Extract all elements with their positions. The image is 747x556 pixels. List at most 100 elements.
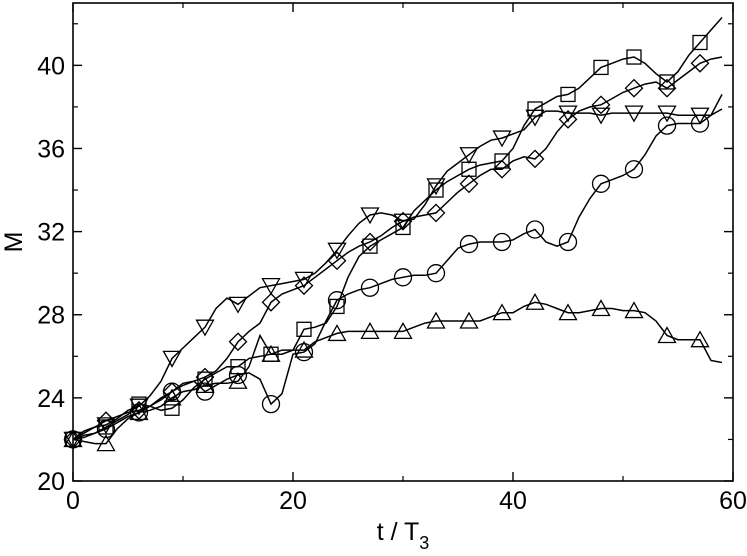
diamond-marker xyxy=(657,78,677,98)
triangle-down-marker xyxy=(459,147,479,165)
triangle-down-marker xyxy=(228,296,248,314)
triangle-up-marker xyxy=(393,322,413,340)
triangle-down-marker xyxy=(195,319,215,337)
axis-ticks xyxy=(72,3,734,482)
triangle-up-marker xyxy=(228,371,248,389)
diamond-marker xyxy=(459,174,479,194)
circle-marker xyxy=(624,160,644,179)
circle-marker xyxy=(393,268,413,287)
series-line-square xyxy=(72,17,723,441)
diamond-marker xyxy=(591,95,611,115)
circle-marker xyxy=(459,234,479,254)
circle-marker xyxy=(492,232,512,252)
x-tick-label: 40 xyxy=(499,487,527,515)
triangle-down-marker xyxy=(525,109,545,127)
circle-marker xyxy=(261,394,281,414)
triangle-up-marker xyxy=(426,311,446,329)
diamond-marker xyxy=(228,332,248,352)
circle-marker xyxy=(327,291,347,310)
triangle-down-marker xyxy=(393,213,413,231)
circle-marker xyxy=(558,232,578,252)
triangle-down-marker xyxy=(492,130,512,148)
circle-marker xyxy=(228,365,248,385)
square-marker xyxy=(593,59,609,76)
square-marker xyxy=(659,74,675,90)
triangle-down-marker xyxy=(294,271,314,289)
square-marker xyxy=(362,238,378,254)
series-line-circle xyxy=(72,94,723,441)
diamond-marker xyxy=(261,292,281,312)
triangle-up-marker xyxy=(96,434,116,452)
square-marker xyxy=(527,101,543,117)
y-tick-label: 28 xyxy=(37,302,65,330)
triangle-down-marker xyxy=(426,178,446,196)
square-marker xyxy=(164,400,180,416)
square-marker xyxy=(494,153,510,169)
y-axis-label: M xyxy=(0,232,28,253)
plot-frame xyxy=(72,2,734,482)
diamond-marker xyxy=(690,53,710,73)
diamond-marker xyxy=(360,232,380,252)
triangle-up-marker xyxy=(63,430,83,448)
square-marker xyxy=(296,321,312,337)
triangle-up-marker xyxy=(525,292,545,310)
diamond-marker xyxy=(558,109,578,129)
series-line-diamond xyxy=(72,56,723,441)
triangle-up-marker xyxy=(162,388,182,406)
diamond-marker xyxy=(195,367,215,387)
series-markers xyxy=(63,34,710,452)
triangle-down-marker xyxy=(624,105,644,123)
diamond-marker xyxy=(327,251,347,271)
square-marker xyxy=(131,396,147,412)
triangle-down-marker xyxy=(360,207,380,225)
triangle-down-marker xyxy=(162,350,182,368)
series-lines xyxy=(72,17,723,445)
square-marker xyxy=(329,298,345,315)
triangle-up-marker xyxy=(360,322,380,340)
series-line-triangle-down xyxy=(72,108,723,440)
x-tick-label: 20 xyxy=(279,487,307,515)
triangle-up-marker xyxy=(591,299,611,317)
x-axis-label: t / T3 xyxy=(377,518,430,553)
square-marker xyxy=(395,219,411,236)
triangle-up-marker xyxy=(195,376,215,394)
diamond-marker xyxy=(294,276,314,296)
x-tick-label: 60 xyxy=(719,487,747,515)
square-marker xyxy=(692,34,708,51)
triangle-down-marker xyxy=(558,105,578,123)
diamond-marker xyxy=(492,159,512,179)
triangle-down-marker xyxy=(129,398,149,416)
circle-marker xyxy=(162,382,182,401)
y-tick-label: 32 xyxy=(37,219,65,247)
series-line-triangle-up xyxy=(72,301,723,445)
circle-marker xyxy=(96,419,116,439)
triangle-up-marker xyxy=(129,403,149,421)
triangle-up-marker xyxy=(624,301,644,319)
circle-marker xyxy=(591,174,611,193)
square-marker xyxy=(428,182,444,198)
y-tick-label: 24 xyxy=(37,385,65,413)
circle-marker xyxy=(657,116,677,135)
triangle-up-marker xyxy=(558,303,578,321)
circle-marker xyxy=(360,278,380,297)
triangle-up-marker xyxy=(492,303,512,321)
triangle-down-marker xyxy=(261,277,281,295)
diamond-marker xyxy=(624,78,644,98)
diamond-marker xyxy=(525,149,545,169)
y-tick-label: 36 xyxy=(37,135,65,163)
circle-marker xyxy=(525,220,545,239)
y-tick-label: 20 xyxy=(37,468,65,496)
triangle-down-marker xyxy=(327,242,347,260)
triangle-up-marker xyxy=(294,340,314,358)
circle-marker xyxy=(690,114,710,133)
square-marker xyxy=(560,86,576,103)
circle-marker xyxy=(426,264,446,283)
x-axis-label-subscript: 3 xyxy=(419,533,429,553)
triangle-up-marker xyxy=(261,344,281,362)
triangle-up-marker xyxy=(657,326,677,344)
triangle-up-marker xyxy=(690,330,710,348)
triangle-up-marker xyxy=(459,311,479,329)
diamond-marker xyxy=(426,203,446,223)
x-axis-label-main: t / T xyxy=(377,518,420,546)
